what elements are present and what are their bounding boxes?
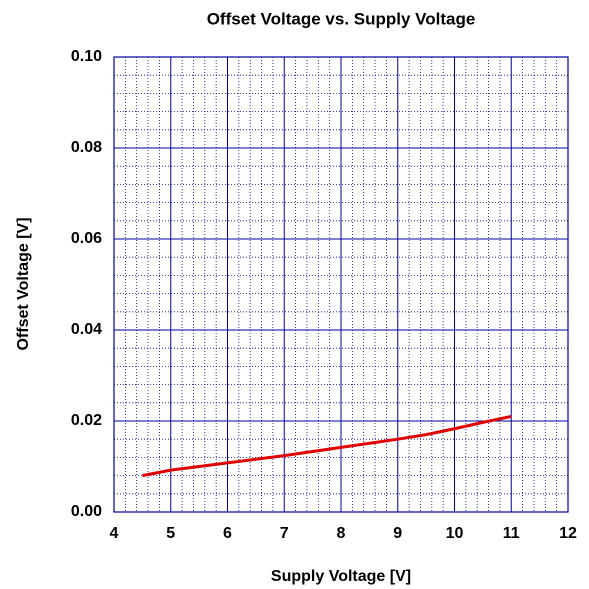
y-tick-label: 0.08 [71, 139, 102, 156]
x-tick-label: 8 [337, 525, 346, 542]
data-line [142, 414, 512, 478]
x-tick-label: 5 [166, 525, 175, 542]
x-tick-label: 12 [559, 525, 577, 542]
y-axis-label: Offset Voltage [V] [15, 217, 32, 350]
x-tick-label: 4 [110, 525, 119, 542]
y-tick-label: 0.02 [71, 412, 102, 429]
y-tick-label: 0.00 [71, 503, 102, 520]
x-tick-label: 10 [446, 525, 464, 542]
x-tick-label: 6 [223, 525, 232, 542]
y-tick-label: 0.10 [71, 48, 102, 65]
y-tick-label: 0.04 [71, 321, 102, 338]
y-tick-label: 0.06 [71, 230, 102, 247]
chart-title: Offset Voltage vs. Supply Voltage [207, 9, 476, 28]
plot-frame [113, 56, 569, 513]
x-axis-label: Supply Voltage [V] [271, 568, 411, 585]
x-tick-label: 11 [503, 525, 520, 542]
x-tick-label: 7 [280, 525, 289, 542]
x-tick-label: 9 [393, 525, 402, 542]
